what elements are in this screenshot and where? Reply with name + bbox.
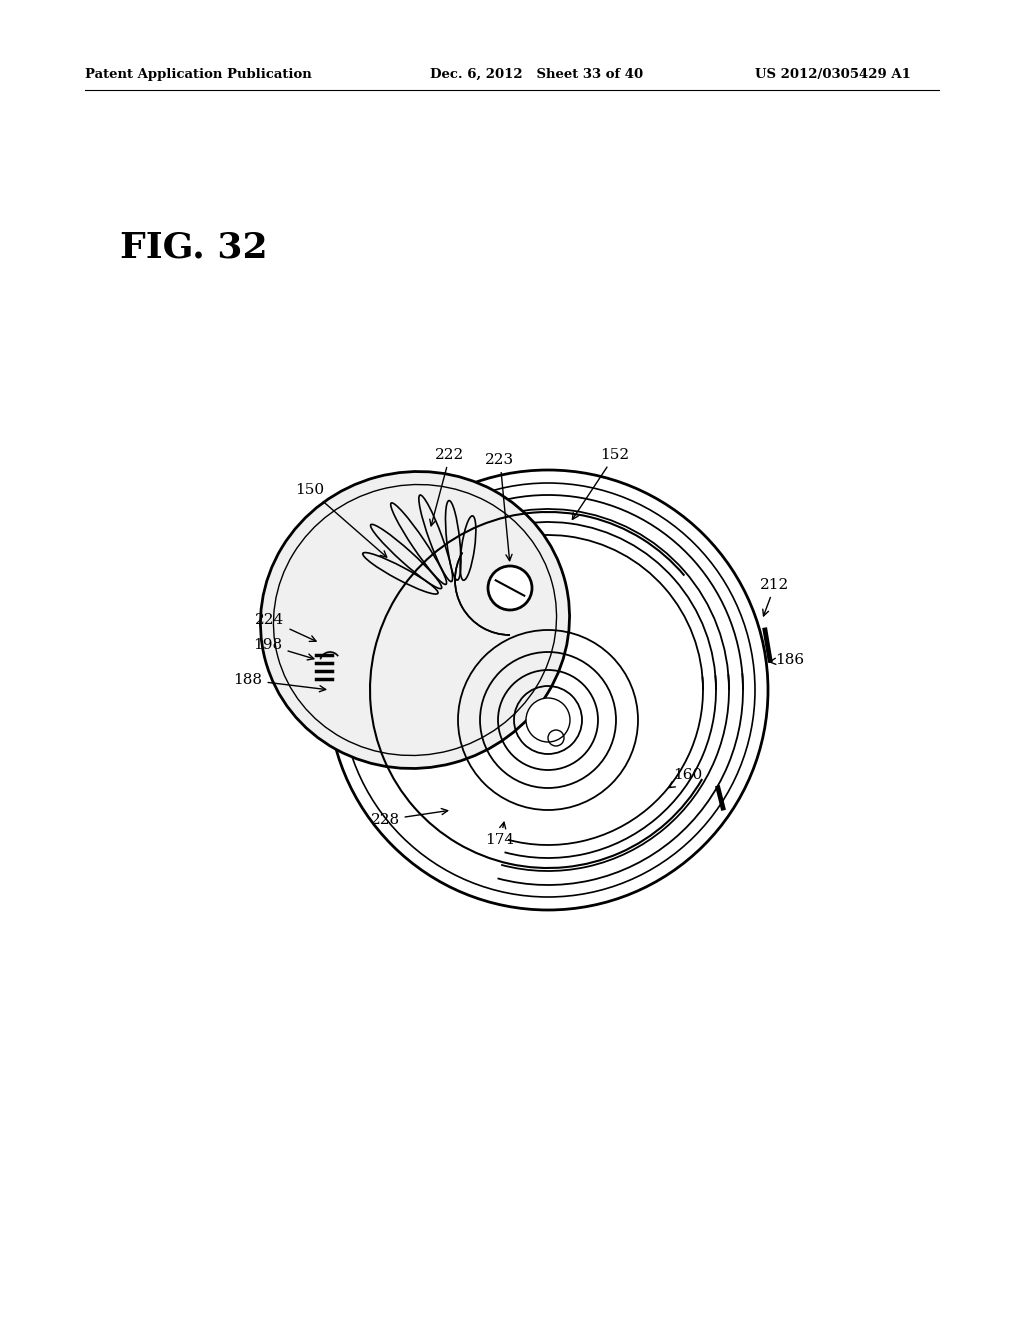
Text: 222: 222 [430,447,465,525]
Text: 198: 198 [253,638,313,660]
Circle shape [526,698,570,742]
Ellipse shape [260,471,569,768]
Text: 150: 150 [296,483,387,557]
Text: US 2012/0305429 A1: US 2012/0305429 A1 [755,69,911,81]
Text: 228: 228 [371,809,447,828]
Text: 188: 188 [233,673,326,692]
Text: Dec. 6, 2012   Sheet 33 of 40: Dec. 6, 2012 Sheet 33 of 40 [430,69,643,81]
Text: 223: 223 [485,453,515,561]
Text: Patent Application Publication: Patent Application Publication [85,69,311,81]
Text: FIG. 32: FIG. 32 [120,230,267,264]
Text: 212: 212 [761,578,790,616]
Text: 186: 186 [769,653,805,667]
Circle shape [488,566,532,610]
Text: 224: 224 [255,612,316,642]
Text: 174: 174 [485,822,515,847]
Text: 160: 160 [669,768,702,788]
Text: 152: 152 [572,447,630,519]
